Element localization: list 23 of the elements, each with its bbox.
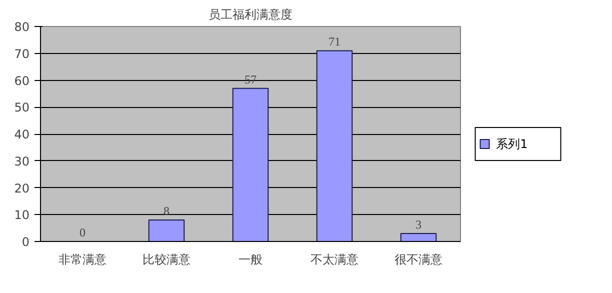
chart-title: 员工福利满意度 <box>208 8 292 22</box>
x-tick-label: 非常满意 <box>58 252 106 266</box>
x-tick-label: 一般 <box>238 252 262 266</box>
y-tick-label: 80 <box>14 20 30 34</box>
bar <box>400 232 437 242</box>
y-tick-label: 60 <box>14 74 30 88</box>
data-label: 3 <box>416 217 422 232</box>
legend-label: 系列1 <box>496 137 528 151</box>
x-tick-label: 不太满意 <box>310 252 358 266</box>
y-tick-label: 40 <box>14 128 30 142</box>
y-tick-label: 0 <box>22 235 30 249</box>
y-tick-label: 30 <box>14 154 30 168</box>
y-tick-label: 70 <box>14 46 30 61</box>
bar <box>316 50 353 242</box>
data-label: 71 <box>328 34 340 49</box>
bar <box>148 220 185 242</box>
x-tick-label: 很不满意 <box>394 252 442 266</box>
data-label: 0 <box>80 226 86 240</box>
x-tick-label: 比较满意 <box>142 252 190 266</box>
y-tick-label: 10 <box>14 208 30 222</box>
y-tick-label: 20 <box>14 181 30 196</box>
bar <box>232 88 269 242</box>
y-tick-label: 50 <box>14 100 30 115</box>
